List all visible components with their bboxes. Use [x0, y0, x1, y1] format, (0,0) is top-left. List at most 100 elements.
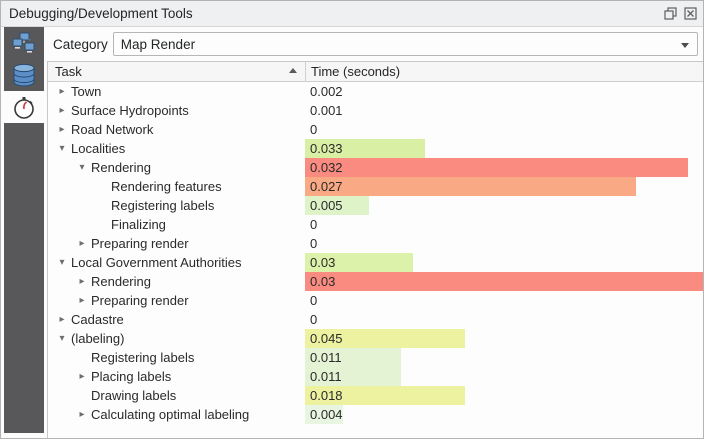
time-value: 0.032 — [310, 160, 343, 175]
time-bar — [305, 348, 401, 367]
task-label: Localities — [71, 141, 126, 156]
task-label: (labeling) — [71, 331, 125, 346]
column-header-time[interactable]: Time (seconds) — [305, 62, 703, 81]
chevron-expanded-icon[interactable]: ▾ — [79, 162, 85, 173]
query-logger-tab[interactable] — [4, 59, 44, 91]
chevron-collapsed-icon[interactable]: ▸ — [59, 86, 65, 97]
sort-ascending-icon — [289, 68, 297, 73]
chevron-collapsed-icon[interactable]: ▸ — [79, 371, 85, 382]
task-row[interactable]: ▾ Rendering 0.032 — [48, 158, 703, 177]
chevron-down-icon — [681, 43, 689, 48]
task-row[interactable]: ▾ (labeling) 0.045 — [48, 329, 703, 348]
time-cell: 0 — [305, 310, 703, 329]
task-cell: ▸ Rendering — [48, 272, 305, 291]
chevron-expanded-icon[interactable]: ▾ — [59, 257, 65, 268]
task-row[interactable]: Drawing labels 0.018 — [48, 386, 703, 405]
task-row[interactable]: ▸ Placing labels 0.011 — [48, 367, 703, 386]
tool-sidebar — [4, 27, 44, 433]
float-icon — [663, 7, 677, 20]
time-cell: 0.011 — [305, 348, 703, 367]
time-value: 0.002 — [310, 84, 343, 99]
task-cell: Registering labels — [48, 196, 305, 215]
task-row[interactable]: ▾ Local Government Authorities 0.03 — [48, 253, 703, 272]
chevron-expanded-icon[interactable]: ▾ — [59, 143, 65, 154]
time-value: 0.011 — [310, 369, 342, 384]
time-cell: 0.032 — [305, 158, 703, 177]
category-select[interactable]: Map Render — [112, 32, 698, 56]
chevron-collapsed-icon[interactable]: ▸ — [59, 124, 65, 135]
task-label: Road Network — [71, 122, 154, 137]
task-cell: ▾ Local Government Authorities — [48, 253, 305, 272]
time-bar — [305, 329, 465, 348]
time-bar — [305, 177, 637, 196]
time-cell: 0.027 — [305, 177, 703, 196]
task-label: Registering labels — [91, 350, 195, 365]
task-cell: Drawing labels — [48, 386, 305, 405]
network-activity-tab[interactable] — [4, 27, 44, 59]
task-row[interactable]: ▸ Rendering 0.03 — [48, 272, 703, 291]
task-row[interactable]: Registering labels 0.011 — [48, 348, 703, 367]
time-cell: 0.011 — [305, 367, 703, 386]
time-cell: 0.004 — [305, 405, 703, 424]
time-value: 0.045 — [310, 331, 343, 346]
task-label: Drawing labels — [91, 388, 177, 403]
chevron-collapsed-icon[interactable]: ▸ — [59, 314, 65, 325]
task-label: Local Government Authorities — [71, 255, 242, 270]
chevron-collapsed-icon[interactable]: ▸ — [79, 276, 85, 287]
chevron-collapsed-icon[interactable]: ▸ — [79, 238, 85, 249]
float-button[interactable] — [663, 7, 677, 21]
category-label: Category — [53, 36, 108, 52]
time-value: 0.027 — [310, 179, 343, 194]
task-label: Rendering features — [111, 179, 222, 194]
task-row[interactable]: Finalizing 0 — [48, 215, 703, 234]
task-row[interactable]: ▸ Preparing render 0 — [48, 234, 703, 253]
task-label: Rendering — [91, 160, 151, 175]
task-row[interactable]: ▸ Town 0.002 — [48, 82, 703, 101]
table-header: Task Time (seconds) — [48, 62, 703, 82]
task-label: Registering labels — [111, 198, 215, 213]
chevron-collapsed-icon[interactable]: ▸ — [79, 409, 85, 420]
time-bar — [305, 158, 689, 177]
close-button[interactable] — [683, 7, 697, 21]
database-icon — [13, 63, 35, 87]
task-cell: ▸ Preparing render — [48, 234, 305, 253]
time-value: 0 — [310, 236, 318, 251]
chevron-collapsed-icon[interactable]: ▸ — [79, 295, 85, 306]
time-value: 0.001 — [310, 103, 343, 118]
task-row[interactable]: ▸ Cadastre 0 — [48, 310, 703, 329]
profiler-tree: Task Time (seconds) ▸ Town 0.002 ▸ Surface H… — [47, 61, 703, 438]
task-label: Surface Hydropoints — [71, 103, 189, 118]
time-cell: 0.03 — [305, 272, 703, 291]
time-cell: 0.001 — [305, 101, 703, 120]
task-row[interactable]: Registering labels 0.005 — [48, 196, 703, 215]
time-cell: 0 — [305, 234, 703, 253]
time-cell: 0.018 — [305, 386, 703, 405]
chevron-collapsed-icon[interactable]: ▸ — [59, 105, 65, 116]
task-cell: ▸ Calculating optimal labeling — [48, 405, 305, 424]
task-row[interactable]: ▸ Calculating optimal labeling 0.004 — [48, 405, 703, 424]
task-label: Preparing render — [91, 236, 189, 251]
time-value: 0 — [310, 122, 318, 137]
time-cell: 0 — [305, 291, 703, 310]
task-cell: Finalizing — [48, 215, 305, 234]
time-value: 0.03 — [310, 255, 336, 270]
task-table-body: ▸ Town 0.002 ▸ Surface Hydropoints 0.001 ▸ Road… — [48, 82, 703, 424]
profiler-tab[interactable] — [4, 91, 44, 123]
task-cell: ▸ Placing labels — [48, 367, 305, 386]
time-value: 0.004 — [310, 407, 343, 422]
task-label: Rendering — [91, 274, 151, 289]
task-row[interactable]: ▸ Preparing render 0 — [48, 291, 703, 310]
time-cell: 0 — [305, 120, 703, 139]
task-row[interactable]: ▾ Localities 0.033 — [48, 139, 703, 158]
task-row[interactable]: ▸ Road Network 0 — [48, 120, 703, 139]
task-row[interactable]: Rendering features 0.027 — [48, 177, 703, 196]
time-bar — [305, 253, 413, 272]
task-cell: ▸ Cadastre — [48, 310, 305, 329]
chevron-expanded-icon[interactable]: ▾ — [59, 333, 65, 344]
time-value: 0 — [310, 293, 318, 308]
category-row: Category Map Render — [47, 27, 703, 61]
task-row[interactable]: ▸ Surface Hydropoints 0.001 — [48, 101, 703, 120]
column-header-task[interactable]: Task — [48, 62, 305, 81]
task-label: Town — [71, 84, 102, 99]
time-value: 0.033 — [310, 141, 343, 156]
